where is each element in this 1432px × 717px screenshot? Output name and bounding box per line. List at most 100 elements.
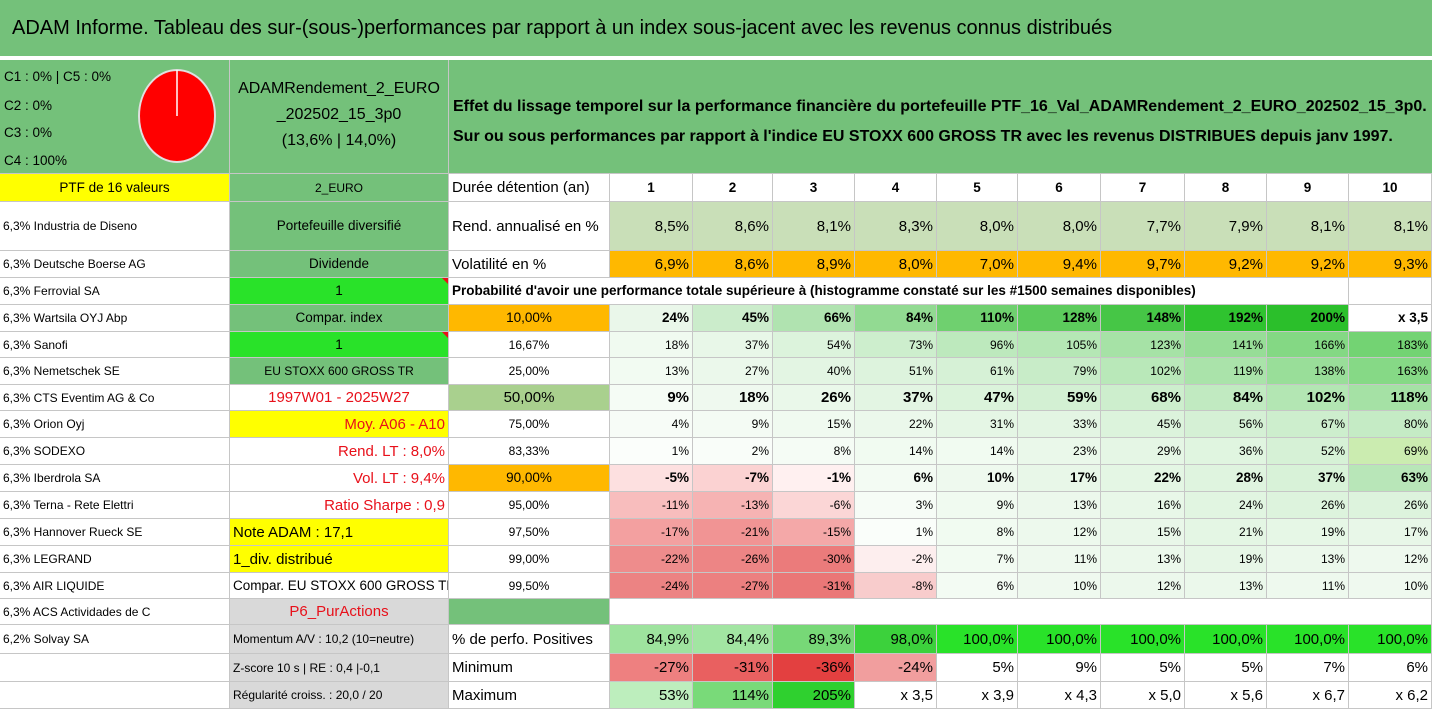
- proba-value: -5%: [610, 465, 693, 492]
- proba-value: 13%: [1267, 546, 1349, 573]
- param-compar-long: Compar. EU STOXX 600 GROSS TR: [230, 573, 449, 599]
- proba-value: 118%: [1349, 385, 1432, 411]
- holding-row: 6,3% Deutsche Boerse AG: [0, 251, 230, 278]
- holding-row: 6,3% Iberdrola SA: [0, 465, 230, 492]
- proba-level: 97,50%: [449, 519, 610, 546]
- param-currency: 2_EURO: [230, 174, 449, 202]
- proba-value: 200%: [1267, 305, 1349, 332]
- proba-value: 26%: [1349, 492, 1432, 519]
- min-value: -24%: [855, 654, 937, 682]
- proba-value: 14%: [937, 438, 1018, 465]
- proba-value: 7%: [937, 546, 1018, 573]
- proba-value: 12%: [1018, 519, 1101, 546]
- proba-value: 123%: [1101, 332, 1185, 358]
- pos-value: 100,0%: [1101, 625, 1185, 654]
- proba-value: 192%: [1185, 305, 1267, 332]
- duration-label: Durée détention (an): [449, 174, 610, 202]
- rend-value: 7,9%: [1185, 202, 1267, 251]
- proba-level: 10,00%: [449, 305, 610, 332]
- proba-value: 40%: [773, 358, 855, 385]
- max-value: 114%: [693, 682, 773, 709]
- proba-value: 17%: [1018, 465, 1101, 492]
- proba-value: 15%: [773, 411, 855, 438]
- proba-value: 4%: [610, 411, 693, 438]
- proba-value: 163%: [1349, 358, 1432, 385]
- proba-value: 9%: [610, 385, 693, 411]
- proba-value: 22%: [855, 411, 937, 438]
- proba-value: 33%: [1018, 411, 1101, 438]
- proba-value: 110%: [937, 305, 1018, 332]
- proba-value: 102%: [1101, 358, 1185, 385]
- year-header: 6: [1018, 174, 1101, 202]
- param-average: Moy. A06 - A10: [230, 411, 449, 438]
- proba-value: 24%: [1185, 492, 1267, 519]
- description-line1: Effet du lissage temporel sur la perform…: [453, 98, 1427, 115]
- proba-value: 166%: [1267, 332, 1349, 358]
- max-value: x 5,6: [1185, 682, 1267, 709]
- pos-value: 84,4%: [693, 625, 773, 654]
- param-regularity: Régularité croiss. : 20,0 / 20: [230, 682, 449, 709]
- proba-value: -2%: [855, 546, 937, 573]
- portfolio-name-panel: ADAMRendement_2_EURO _202502_15_3p0 (13,…: [230, 60, 449, 174]
- allocation-pie-chart: [138, 69, 216, 163]
- proba-value: 28%: [1185, 465, 1267, 492]
- max-value: x 6,7: [1267, 682, 1349, 709]
- min-value: 5%: [1101, 654, 1185, 682]
- blank-cell: [610, 599, 1432, 625]
- max-value: x 4,3: [1018, 682, 1101, 709]
- proba-level: 75,00%: [449, 411, 610, 438]
- year-header: 8: [1185, 174, 1267, 202]
- blank-cell: [0, 682, 230, 709]
- proba-value: -30%: [773, 546, 855, 573]
- holding-row: 6,3% CTS Eventim AG & Co: [0, 385, 230, 411]
- description-line2: Sur ou sous performances par rapport à l…: [453, 128, 1393, 145]
- holdings-header: PTF de 16 valeurs: [0, 174, 230, 202]
- proba-value: 18%: [693, 385, 773, 411]
- vol-value: 9,2%: [1185, 251, 1267, 278]
- year-header: 3: [773, 174, 855, 202]
- proba-value: 10%: [1349, 573, 1432, 599]
- proba-value: 37%: [1267, 465, 1349, 492]
- max-value: 53%: [610, 682, 693, 709]
- proba-value: 15%: [1101, 519, 1185, 546]
- param-universe: P6_PurActions: [230, 599, 449, 625]
- proba-level: 83,33%: [449, 438, 610, 465]
- proba-level: 50,00%: [449, 385, 610, 411]
- pos-label: % de perfo. Positives: [449, 625, 610, 654]
- holding-row: 6,3% Hannover Rueck SE: [0, 519, 230, 546]
- proba-value: 13%: [610, 358, 693, 385]
- rend-value: 8,6%: [693, 202, 773, 251]
- rend-value: 8,1%: [773, 202, 855, 251]
- holding-row: 6,3% Sanofi: [0, 332, 230, 358]
- proba-value: -27%: [693, 573, 773, 599]
- proba-value: 17%: [1349, 519, 1432, 546]
- year-header: 10: [1349, 174, 1432, 202]
- proba-value: x 3,5: [1349, 305, 1432, 332]
- description-panel: Effet du lissage temporel sur la perform…: [449, 60, 1432, 174]
- pos-value: 100,0%: [1185, 625, 1267, 654]
- vol-value: 6,9%: [610, 251, 693, 278]
- holding-row: 6,3% SODEXO: [0, 438, 230, 465]
- proba-value: 18%: [610, 332, 693, 358]
- blank-cell: [0, 654, 230, 682]
- proba-value: 54%: [773, 332, 855, 358]
- proba-value: -24%: [610, 573, 693, 599]
- proba-value: 8%: [773, 438, 855, 465]
- proba-value: 138%: [1267, 358, 1349, 385]
- proba-value: 128%: [1018, 305, 1101, 332]
- proba-value: 29%: [1101, 438, 1185, 465]
- pos-value: 84,9%: [610, 625, 693, 654]
- holding-row: 6,3% Industria de Diseno: [0, 202, 230, 251]
- proba-value: 16%: [1101, 492, 1185, 519]
- portfolio-name-line1: ADAMRendement_2_EURO: [238, 80, 440, 97]
- proba-value: -11%: [610, 492, 693, 519]
- proba-value: 61%: [937, 358, 1018, 385]
- proba-value: 12%: [1101, 573, 1185, 599]
- pos-value: 100,0%: [937, 625, 1018, 654]
- rend-value: 8,5%: [610, 202, 693, 251]
- param-strategy: Portefeuille diversifié: [230, 202, 449, 251]
- proba-value: 102%: [1267, 385, 1349, 411]
- proba-value: 96%: [937, 332, 1018, 358]
- year-header: 4: [855, 174, 937, 202]
- proba-value: 45%: [693, 305, 773, 332]
